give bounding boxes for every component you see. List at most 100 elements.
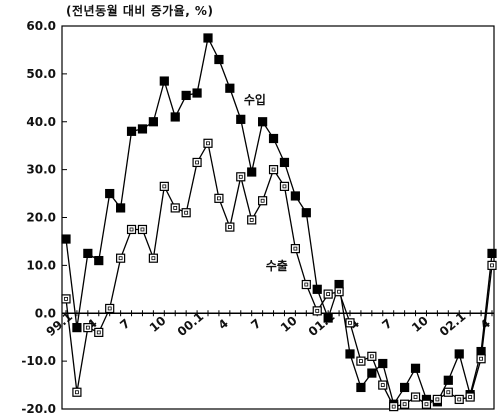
y-tick-label: 10.0 [26, 258, 56, 272]
data-point-inner [217, 196, 221, 201]
data-point [268, 165, 279, 175]
data-point-inner [468, 395, 473, 399]
data-point-inner [304, 282, 309, 287]
y-tick-label: 60.0 [26, 19, 56, 33]
x-tick-label: 7 [379, 316, 394, 332]
data-point [443, 375, 453, 385]
y-tick-label: 50.0 [26, 67, 56, 81]
data-point [389, 402, 399, 412]
data-point [323, 313, 333, 323]
data-point [443, 387, 453, 397]
data-point [236, 172, 246, 182]
data-point [236, 114, 246, 124]
data-point [181, 90, 191, 101]
data-point [105, 188, 115, 199]
data-point [116, 253, 126, 263]
data-point-inner [490, 263, 494, 268]
y-tick-label: 40.0 [26, 115, 56, 129]
data-point-inner [413, 395, 418, 399]
data-point-inner [391, 404, 396, 409]
data-point [400, 399, 410, 409]
data-point [476, 354, 486, 364]
series-exports: 수출 [61, 138, 497, 412]
data-point [487, 260, 497, 270]
data-point [268, 133, 279, 144]
data-point-inner [184, 210, 189, 215]
data-point [290, 244, 300, 254]
data-point [181, 208, 191, 218]
data-point [61, 234, 71, 244]
data-point-inner [107, 306, 112, 311]
data-point [137, 124, 148, 134]
data-point [410, 392, 421, 402]
data-point-inner [162, 184, 167, 189]
data-point [312, 306, 322, 316]
y-tick-label: 30.0 [26, 163, 56, 177]
data-point [72, 387, 82, 397]
data-point-inner [326, 292, 331, 297]
data-point-inner [64, 296, 68, 301]
data-point-inner [359, 359, 363, 364]
data-point [116, 203, 126, 213]
data-point-inner [380, 383, 385, 387]
series-line [65, 141, 493, 408]
x-tick-label: 7 [117, 316, 132, 332]
data-point [148, 253, 158, 263]
series-label: 수출 [266, 258, 288, 273]
data-point [225, 222, 235, 232]
data-point-inner [75, 390, 79, 395]
data-point-inner [315, 308, 320, 313]
plot-frame [61, 25, 495, 410]
data-point [487, 248, 497, 259]
data-point [170, 112, 180, 122]
data-point [345, 318, 355, 328]
data-point [225, 83, 235, 93]
data-point [192, 88, 202, 98]
x-tick-label: 10 [278, 313, 300, 334]
series-label: 수입 [244, 93, 266, 107]
data-point-inner [282, 184, 287, 189]
data-point-inner [402, 402, 407, 407]
data-point-inner [271, 167, 276, 172]
data-point [105, 303, 115, 314]
data-point [378, 358, 388, 369]
data-point [378, 380, 388, 390]
y-tick-label: -10.0 [21, 354, 56, 368]
data-point [454, 349, 464, 359]
data-point-inner [337, 289, 341, 294]
data-point [465, 392, 475, 402]
data-point [214, 193, 224, 203]
data-point-inner [96, 330, 101, 335]
data-point-inner [249, 217, 254, 222]
data-point [279, 157, 290, 168]
data-point [356, 382, 366, 393]
data-point-inner [369, 354, 374, 359]
data-point [454, 394, 464, 405]
series-line [65, 35, 493, 406]
data-point-inner [206, 141, 210, 146]
data-point-inner [118, 256, 123, 261]
data-point-inner [151, 256, 156, 261]
data-point [323, 289, 333, 299]
data-point [94, 255, 104, 266]
data-point [334, 287, 344, 297]
data-point [203, 138, 213, 148]
data-point [421, 399, 432, 409]
y-tick-label: 0.0 [35, 306, 56, 320]
x-tick-label: 4 [216, 316, 231, 332]
data-point [367, 368, 377, 378]
data-point-inner [227, 225, 232, 229]
data-point-inner [348, 320, 352, 325]
data-point [159, 76, 169, 86]
data-point [61, 294, 71, 304]
data-point [170, 203, 180, 213]
data-point-inner [479, 356, 483, 361]
data-point-inner [293, 246, 298, 251]
data-point-inner [260, 198, 265, 203]
x-tick-label: 10 [147, 313, 169, 334]
data-point [258, 117, 268, 127]
data-point-inner [457, 397, 462, 402]
data-point [247, 215, 257, 225]
data-point [410, 363, 421, 373]
